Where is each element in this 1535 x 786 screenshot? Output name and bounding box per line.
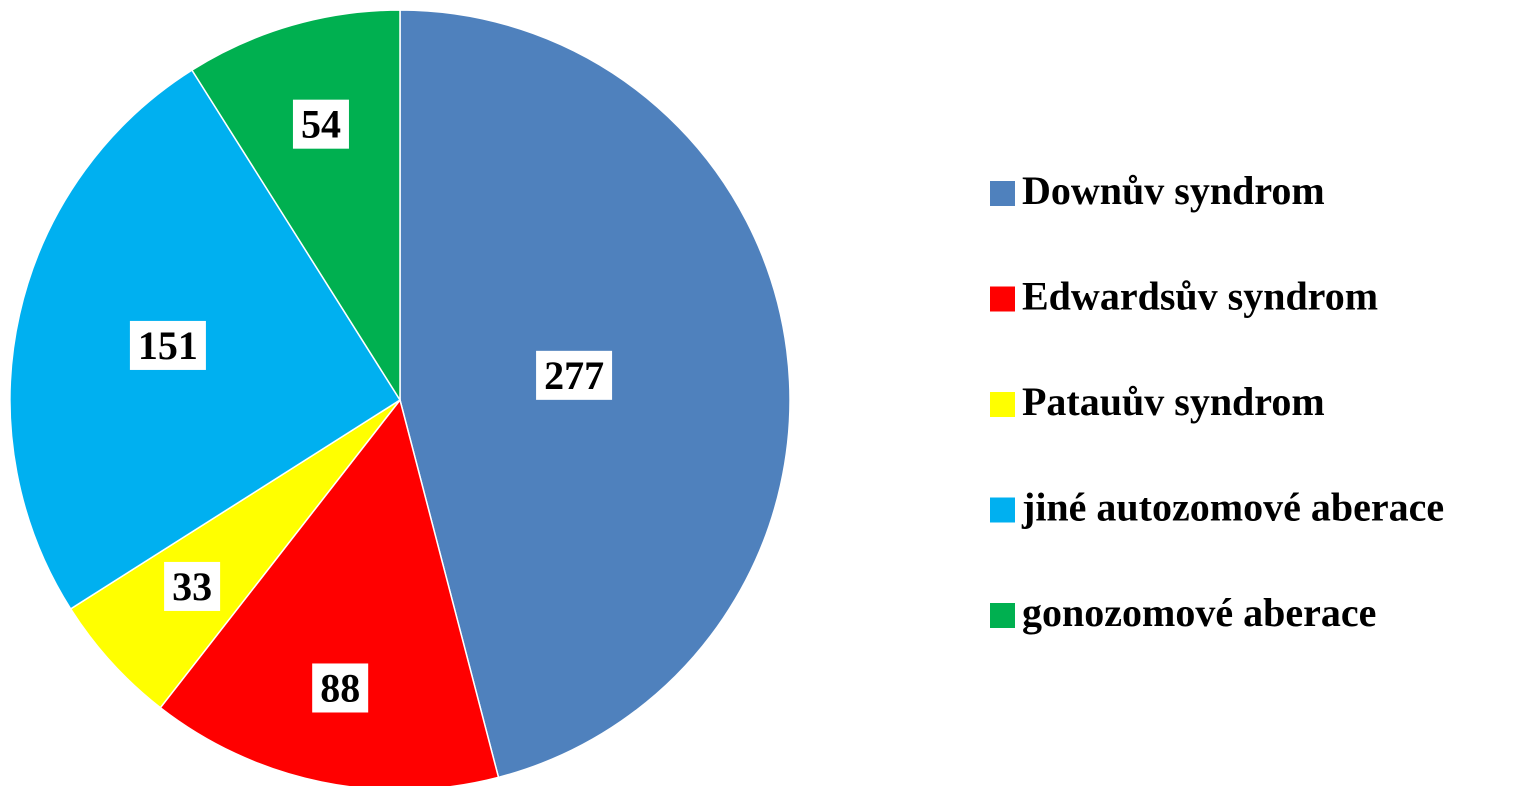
- legend-swatch: [990, 286, 1015, 312]
- data-label-box: [129, 320, 206, 370]
- legend-label: Edwardsův syndrom: [1022, 274, 1378, 319]
- legend-swatch: [990, 497, 1015, 523]
- pie-slice: [69, 399, 401, 709]
- data-label-box: [536, 350, 613, 400]
- data-label: 277: [536, 350, 613, 400]
- data-label: 88: [312, 663, 369, 713]
- legend-label: Downův syndrom: [1022, 168, 1325, 213]
- legend-swatch: [990, 392, 1015, 417]
- legend-swatch: [990, 181, 1015, 206]
- data-label-box: [164, 561, 221, 611]
- data-label-box: [312, 663, 369, 713]
- data-label-text: 151: [138, 323, 198, 368]
- pie-slice: [159, 398, 500, 786]
- legend-swatch: [990, 603, 1015, 628]
- data-label-text: 88: [320, 665, 360, 710]
- data-label-text: 33: [172, 564, 212, 609]
- data-label: 54: [292, 99, 349, 149]
- data-label-text: 277: [544, 353, 604, 398]
- data-label-text: 54: [301, 102, 341, 147]
- data-label-box: [292, 99, 349, 149]
- data-label: 33: [164, 561, 221, 611]
- legend-label: jiné autozomové aberace: [1021, 485, 1444, 530]
- legend-label: gonozomové aberace: [1022, 590, 1376, 635]
- data-label: 151: [129, 320, 206, 370]
- legend-label: Patauův syndrom: [1022, 379, 1325, 424]
